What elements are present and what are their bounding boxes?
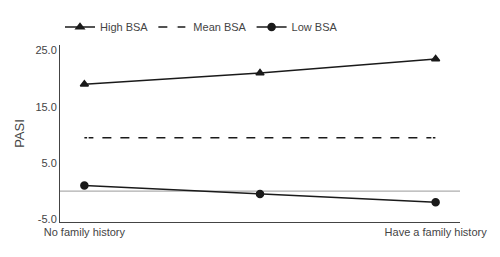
svg-text:High BSA: High BSA (100, 21, 148, 33)
svg-text:-5.0: -5.0 (38, 213, 57, 225)
svg-text:Mean BSA: Mean BSA (193, 21, 246, 33)
svg-text:No family history: No family history (44, 226, 126, 238)
svg-text:25.0: 25.0 (35, 44, 56, 56)
svg-text:5.0: 5.0 (42, 157, 57, 169)
svg-text:PASI: PASI (12, 119, 27, 148)
svg-text:Have a family history: Have a family history (385, 226, 488, 238)
svg-text:15.0: 15.0 (35, 101, 56, 113)
svg-text:Low BSA: Low BSA (292, 21, 338, 33)
